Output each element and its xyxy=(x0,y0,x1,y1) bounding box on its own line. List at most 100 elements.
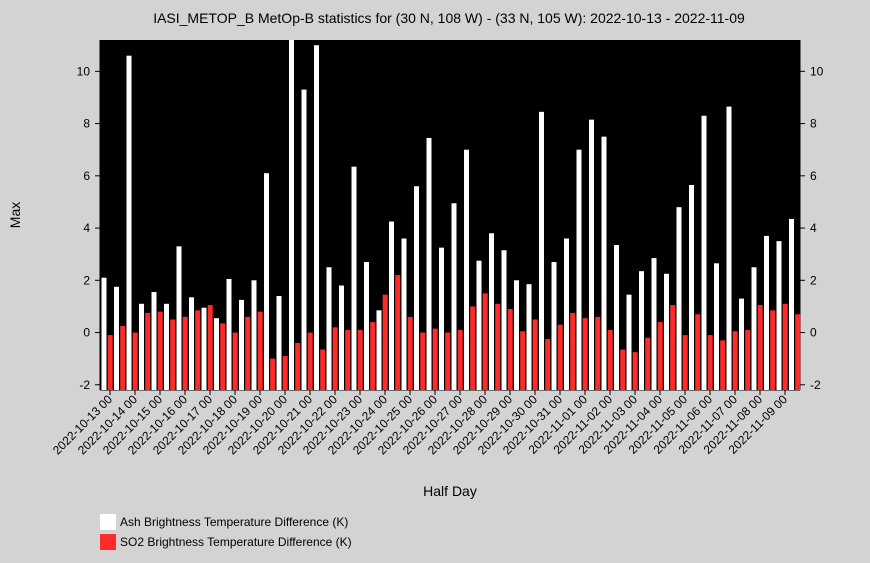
so2-bar-45 xyxy=(670,305,676,390)
ash-bar-38 xyxy=(576,149,582,390)
so2-bar-55 xyxy=(795,314,801,390)
ash-bar-12 xyxy=(251,280,257,390)
legend-item-ash: Ash Brightness Temperature Difference (K… xyxy=(100,512,352,532)
so2-bar-40 xyxy=(607,329,613,390)
ash-bar-7 xyxy=(189,297,194,390)
so2-bar-33 xyxy=(520,331,526,390)
so2-bar-35 xyxy=(545,339,551,390)
ash-bar-51 xyxy=(739,298,744,390)
ash-bar-47 xyxy=(689,184,694,390)
ash-bar-24 xyxy=(401,238,407,390)
y-tick-label-right: 2 xyxy=(810,273,817,287)
so2-bar-24 xyxy=(407,316,413,390)
ash-bar-41 xyxy=(614,245,619,390)
y-axis-label: Max xyxy=(7,202,23,228)
y-tick-label-right: 8 xyxy=(810,117,817,131)
ash-bar-48 xyxy=(701,115,707,390)
chart-title: IASI_METOP_B MetOp-B statistics for (30 … xyxy=(153,10,745,26)
so2-bar-48 xyxy=(707,335,713,390)
so2-bar-18 xyxy=(332,327,338,390)
ash-bar-27 xyxy=(439,247,444,390)
so2-bar-12 xyxy=(257,311,263,390)
ash-bar-4 xyxy=(151,292,157,390)
so2-bar-31 xyxy=(495,303,501,390)
so2-bar-2 xyxy=(132,332,138,390)
y-tick-label-left: -2 xyxy=(79,378,90,392)
so2-bar-25 xyxy=(420,332,426,390)
so2-bar-22 xyxy=(382,294,388,390)
ash-bar-46 xyxy=(676,207,682,390)
so2-bar-3 xyxy=(145,312,151,390)
legend-swatch-so2 xyxy=(100,534,116,550)
y-tick-label-right: 0 xyxy=(810,326,817,340)
x-axis-label: Half Day xyxy=(423,483,477,499)
so2-bar-39 xyxy=(595,316,601,390)
so2-bar-5 xyxy=(170,319,176,390)
so2-bar-50 xyxy=(732,331,738,390)
ash-bar-2 xyxy=(126,55,132,391)
ash-bar-40 xyxy=(601,136,607,390)
ash-bar-29 xyxy=(464,149,469,390)
ash-bar-43 xyxy=(639,271,644,390)
ash-bar-5 xyxy=(164,303,169,390)
legend: Ash Brightness Temperature Difference (K… xyxy=(100,512,352,552)
so2-bar-13 xyxy=(270,358,276,390)
y-tick-label-left: 10 xyxy=(77,64,91,78)
so2-bar-15 xyxy=(295,342,301,390)
ash-bar-21 xyxy=(364,262,369,390)
so2-bar-11 xyxy=(245,316,251,390)
so2-bar-1 xyxy=(120,326,126,390)
so2-bar-6 xyxy=(182,316,188,390)
so2-bar-52 xyxy=(757,305,763,390)
y-tick-label-left: 0 xyxy=(83,326,90,340)
legend-label-so2: SO2 Brightness Temperature Difference (K… xyxy=(120,535,352,549)
so2-bar-10 xyxy=(232,332,238,390)
ash-bar-19 xyxy=(339,285,344,390)
so2-bar-44 xyxy=(657,322,663,390)
ash-bar-8 xyxy=(201,307,207,390)
ash-bar-34 xyxy=(526,284,532,390)
ash-bar-32 xyxy=(501,250,507,390)
ash-bar-13 xyxy=(264,173,269,390)
ash-bar-25 xyxy=(414,186,419,390)
so2-bar-42 xyxy=(632,352,638,390)
so2-bar-17 xyxy=(320,349,326,390)
so2-bar-37 xyxy=(570,312,576,390)
so2-bar-41 xyxy=(620,349,626,390)
ash-bar-49 xyxy=(714,263,719,390)
legend-label-ash: Ash Brightness Temperature Difference (K… xyxy=(120,515,349,529)
ash-bar-3 xyxy=(139,303,144,390)
so2-bar-14 xyxy=(282,356,288,390)
ash-bar-53 xyxy=(764,235,769,390)
ash-bar-36 xyxy=(551,262,557,390)
ash-bar-50 xyxy=(726,106,732,390)
ash-bar-45 xyxy=(664,273,669,390)
so2-bar-8 xyxy=(207,305,213,390)
so2-bar-0 xyxy=(107,335,113,390)
y-tick-label-right: -2 xyxy=(810,378,821,392)
so2-bar-38 xyxy=(582,318,588,390)
so2-bar-47 xyxy=(695,314,701,390)
y-tick-label-right: 10 xyxy=(810,64,824,78)
so2-bar-30 xyxy=(482,293,488,390)
so2-bar-36 xyxy=(557,324,563,390)
ash-bar-23 xyxy=(389,221,394,390)
ash-bar-35 xyxy=(539,111,544,390)
ash-bar-42 xyxy=(626,294,632,390)
so2-bar-21 xyxy=(370,322,376,390)
so2-bar-54 xyxy=(782,303,788,390)
ash-bar-16 xyxy=(301,89,307,391)
ash-bar-55 xyxy=(789,218,794,390)
so2-bar-16 xyxy=(307,332,313,390)
so2-bar-7 xyxy=(195,310,201,390)
ash-bar-15 xyxy=(289,40,294,390)
ash-bar-10 xyxy=(226,278,232,390)
so2-bar-9 xyxy=(220,323,226,390)
so2-bar-4 xyxy=(157,311,163,390)
so2-bar-26 xyxy=(432,328,438,390)
ash-bar-31 xyxy=(489,233,494,390)
legend-swatch-ash xyxy=(100,514,116,530)
so2-bar-49 xyxy=(720,340,726,390)
